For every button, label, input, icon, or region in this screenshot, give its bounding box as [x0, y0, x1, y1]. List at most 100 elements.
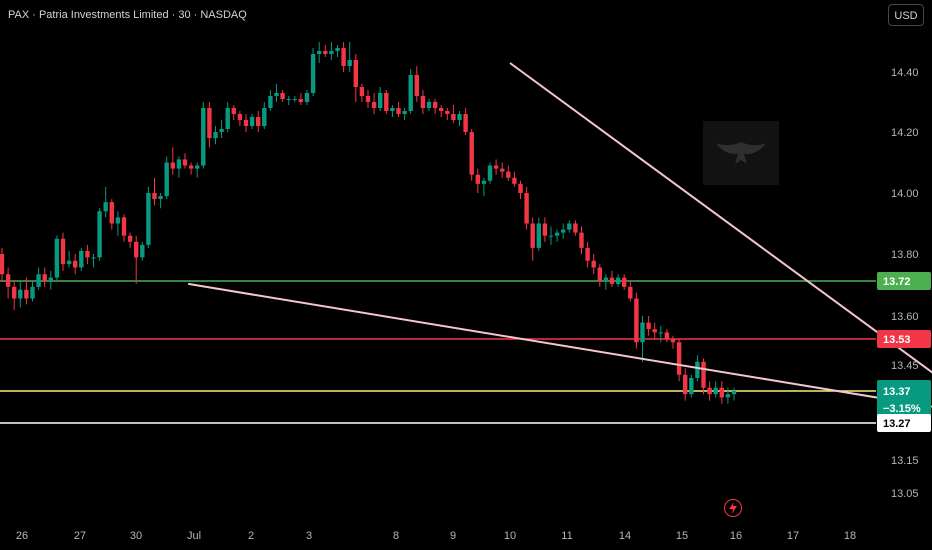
candle-body [152, 193, 157, 200]
candle-body [719, 387, 724, 398]
candle [646, 316, 651, 336]
time-axis[interactable]: 26 27 30 Jul 2 3 8 9 10 11 14 15 16 17 18 [16, 530, 856, 542]
time-tick: 11 [561, 530, 572, 542]
candle [12, 281, 17, 311]
candle [60, 232, 66, 271]
candle [152, 177, 157, 206]
candle-body [97, 211, 102, 258]
candle-body [323, 51, 328, 54]
price-tick: 13.45 [891, 360, 919, 372]
candle [225, 102, 230, 132]
candle [603, 274, 609, 290]
candle [359, 84, 365, 102]
candle [506, 165, 511, 181]
candle-body [237, 114, 243, 120]
candle [573, 220, 578, 236]
time-tick: 16 [730, 530, 742, 542]
candle-body [536, 223, 541, 248]
candle [670, 335, 676, 349]
candle-body [54, 238, 60, 278]
candle-body [182, 159, 188, 166]
level-badge-3 [877, 414, 931, 432]
candle-body [652, 329, 657, 333]
candle-body [683, 374, 688, 395]
candle [79, 247, 84, 271]
candle-body [542, 223, 548, 236]
symbol-title: PAX · Patria Investments Limited · 30 · … [8, 9, 247, 21]
candle [451, 105, 456, 123]
candle-body [426, 102, 432, 108]
candle-body [676, 342, 682, 375]
candle-body [73, 260, 78, 268]
candle-body [646, 322, 651, 330]
candle-body [609, 277, 615, 284]
price-tick: 14.00 [891, 188, 919, 200]
lightning-bolt-icon[interactable] [724, 499, 742, 517]
candle-body [30, 286, 35, 299]
candle [676, 339, 682, 382]
candle-body [573, 223, 578, 233]
candle [524, 186, 529, 230]
candle-body [170, 162, 175, 169]
time-tick: 26 [16, 530, 28, 542]
candle-body [79, 250, 84, 268]
candle [335, 45, 340, 57]
candle-body [268, 96, 273, 108]
candle [701, 358, 706, 395]
candle [622, 274, 627, 290]
candle [0, 247, 5, 281]
time-tick: 10 [504, 530, 516, 542]
candle [481, 177, 487, 197]
candle [298, 93, 304, 105]
candle [5, 267, 11, 299]
candle [286, 96, 291, 105]
candle [548, 226, 554, 245]
candle-body [689, 378, 694, 395]
candle [73, 254, 78, 275]
candle-body [115, 217, 121, 224]
candle [54, 235, 60, 281]
candle [719, 381, 724, 404]
time-tick: 14 [619, 530, 631, 542]
candle [341, 42, 346, 72]
candle-body [414, 75, 419, 96]
candle [85, 244, 90, 265]
candle-body [12, 286, 17, 299]
price-axis[interactable]: 14.40 14.20 14.00 13.80 13.60 13.45 13.15 13.05 [891, 67, 919, 500]
price-tick: 14.20 [891, 127, 919, 139]
candle [304, 90, 310, 105]
trendlines[interactable] [188, 62, 932, 417]
candle [591, 254, 596, 275]
candle [66, 250, 72, 268]
candle-body [121, 217, 127, 236]
candle [542, 217, 548, 242]
candle-body [640, 322, 645, 343]
candle [91, 254, 96, 268]
candle [30, 281, 35, 302]
candle-body [518, 183, 523, 193]
candle-body [500, 168, 505, 172]
candle-body [292, 99, 297, 100]
candle [365, 90, 371, 108]
price-tick: 14.40 [891, 67, 919, 79]
candle [439, 105, 444, 117]
candle-body [591, 260, 596, 268]
candle-body [432, 102, 438, 108]
candle-body [91, 257, 96, 259]
candle [408, 69, 413, 114]
last-price-badge [877, 380, 931, 418]
candle [146, 186, 151, 248]
candle [628, 281, 633, 302]
candle-body [280, 93, 285, 99]
candle-body [408, 75, 413, 111]
candle [707, 381, 712, 401]
candle-body [18, 289, 23, 299]
candle [536, 217, 541, 251]
candle-body [207, 108, 212, 139]
candle [201, 102, 206, 169]
candle [658, 325, 663, 343]
currency-button[interactable]: USD [888, 4, 924, 26]
candle-body [664, 332, 670, 339]
candle-body [256, 117, 261, 126]
